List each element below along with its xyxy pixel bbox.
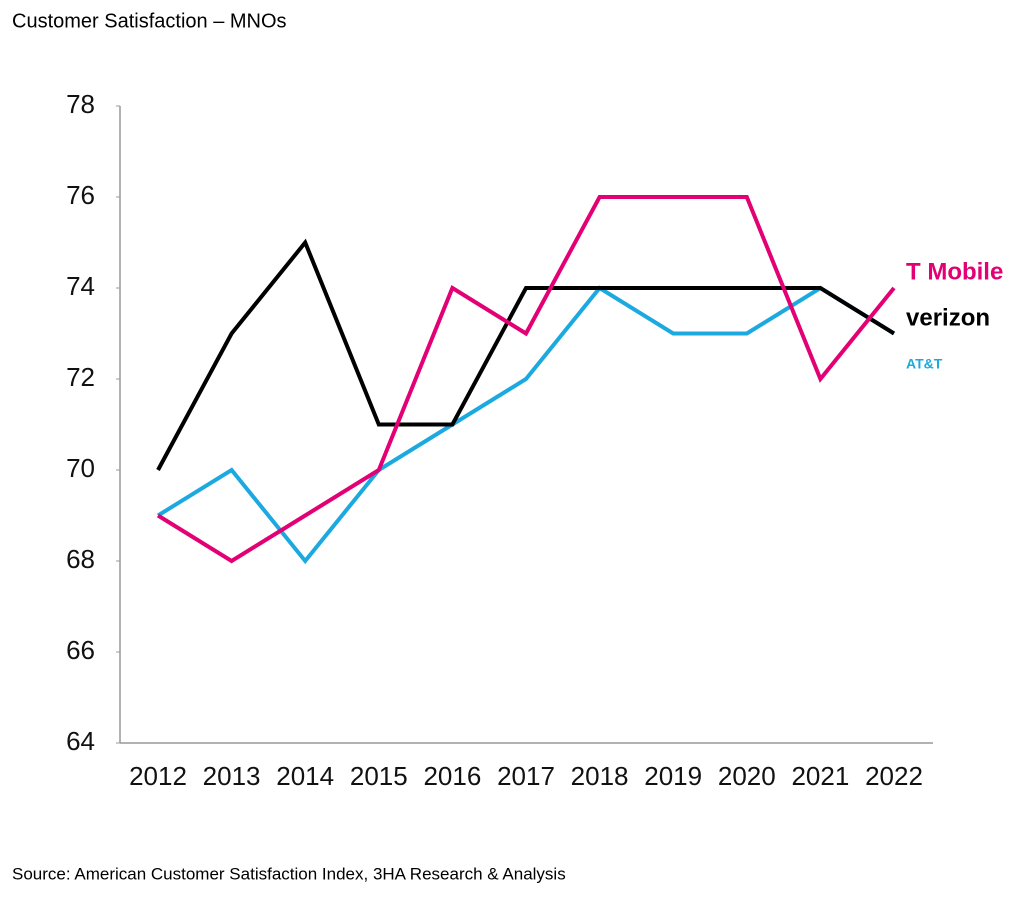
x-tick-label: 2018 (571, 761, 629, 791)
x-tick-label: 2021 (791, 761, 849, 791)
x-tick-label: 2022 (865, 761, 923, 791)
legend-label: verizon (906, 304, 990, 331)
x-tick-label: 2013 (203, 761, 261, 791)
y-tick-label: 74 (66, 271, 95, 301)
chart-title: Customer Satisfaction – MNOs (12, 10, 287, 32)
x-tick-label: 2019 (644, 761, 702, 791)
x-tick-label: 2014 (276, 761, 334, 791)
line-series (156, 285, 896, 565)
line-series (156, 195, 896, 564)
x-tick-label: 2015 (350, 761, 408, 791)
y-tick-label: 70 (66, 453, 95, 483)
y-tick-label: 78 (66, 89, 95, 119)
y-tick-label: 64 (66, 726, 95, 756)
y-tick-label: 66 (66, 635, 95, 665)
y-tick-label: 72 (66, 362, 95, 392)
x-tick-label: 2016 (423, 761, 481, 791)
y-tick-label: 76 (66, 180, 95, 210)
x-tick-label: 2017 (497, 761, 555, 791)
line-series (156, 238, 896, 471)
x-tick-label: 2012 (129, 761, 187, 791)
legend-label: T Mobile (906, 258, 1003, 285)
legend-label: AT&T (906, 356, 943, 372)
y-tick-label: 68 (66, 544, 95, 574)
x-tick-label: 2020 (718, 761, 776, 791)
source-note: Source: American Customer Satisfaction I… (12, 864, 566, 883)
